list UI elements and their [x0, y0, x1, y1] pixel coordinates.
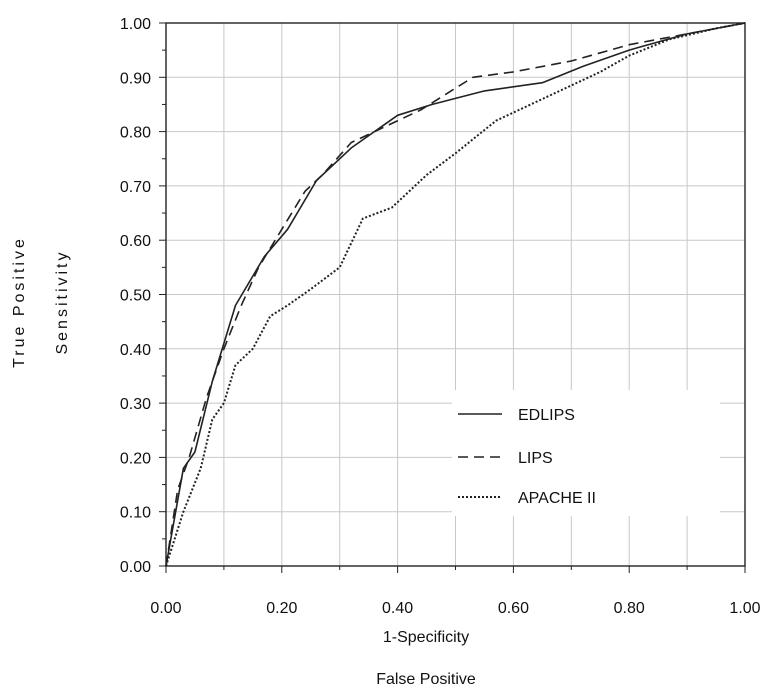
y-tick-label: 0.70 — [120, 179, 151, 196]
x-axis-label: 1-Specificity — [383, 629, 469, 646]
legend-label-edlips: EDLIPS — [518, 407, 575, 424]
y-tick-label: 0.10 — [120, 505, 151, 522]
series-line-lips — [165, 22, 746, 567]
legend-label-lips: LIPS — [518, 450, 553, 467]
y-tick-label: 0.60 — [120, 233, 151, 250]
series-line-apache-ii — [165, 22, 746, 567]
x-axis-ticks — [165, 566, 746, 573]
x-tick-label: 0.60 — [498, 600, 529, 617]
x-axis-label-secondary: False Positive — [376, 671, 476, 686]
y-tick-label: 0.90 — [120, 70, 151, 87]
x-tick-label: 0.20 — [266, 600, 297, 617]
y-axis-label-inner: Sensitivity — [54, 249, 71, 354]
x-tick-label: 1.00 — [729, 600, 760, 617]
grid — [166, 23, 745, 566]
y-axis-label-outer: True Positive — [11, 236, 28, 368]
y-tick-label: 0.80 — [120, 125, 151, 142]
series-line-edlips — [165, 22, 746, 567]
legend: EDLIPS LIPS APACHE II — [452, 390, 720, 516]
y-axis-tick-labels: 0.00 0.10 0.20 0.30 0.40 0.50 0.60 0.70 0.80 0.90… — [120, 16, 151, 576]
x-axis-tick-labels: 0.00 0.20 0.40 0.60 0.80 1.00 — [150, 600, 760, 617]
x-tick-label: 0.80 — [614, 600, 645, 617]
legend-label-apache-ii: APACHE II — [518, 490, 596, 507]
y-tick-label: 0.30 — [120, 396, 151, 413]
y-tick-label: 0.50 — [120, 288, 151, 305]
y-tick-label: 0.00 — [120, 559, 151, 576]
y-tick-label: 0.40 — [120, 342, 151, 359]
series-lines — [165, 22, 746, 567]
legend-background — [452, 390, 720, 516]
y-axis-minor-ticks — [159, 22, 166, 567]
x-tick-label: 0.40 — [382, 600, 413, 617]
y-tick-label: 1.00 — [120, 16, 151, 33]
y-tick-label: 0.20 — [120, 450, 151, 467]
x-tick-label: 0.00 — [150, 600, 181, 617]
plot-frame — [165, 22, 746, 567]
